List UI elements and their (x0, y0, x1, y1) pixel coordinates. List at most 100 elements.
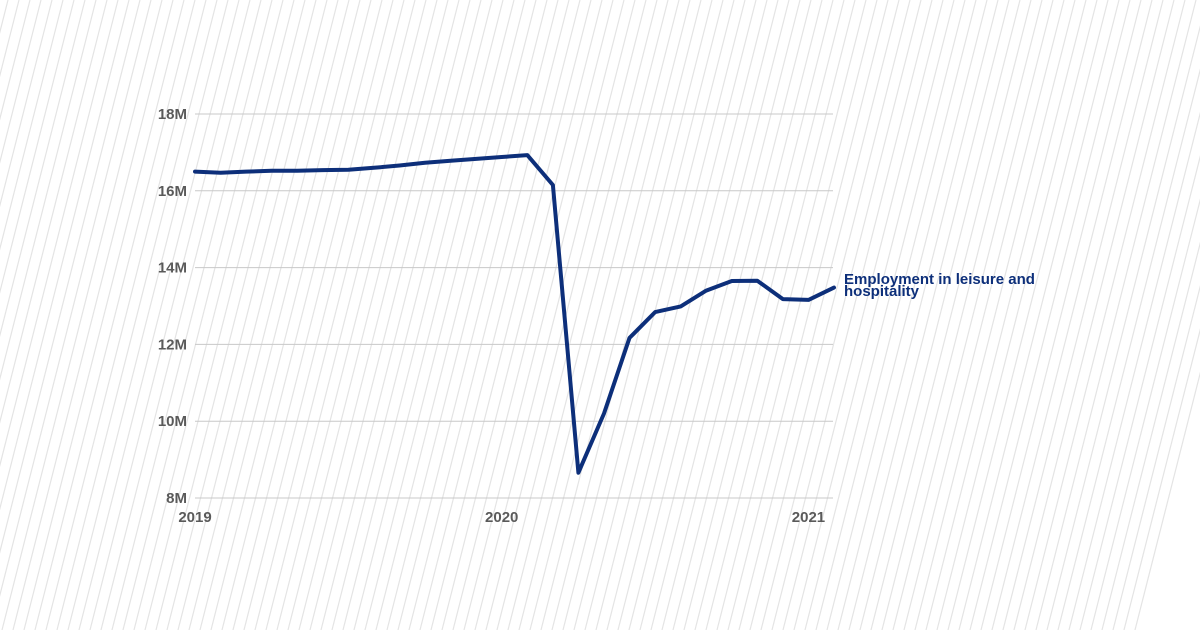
texture-stripe (474, 0, 636, 630)
texture-stripe (232, 0, 394, 630)
texture-stripe (914, 0, 1076, 630)
texture-stripe (210, 0, 372, 630)
texture-stripe (188, 0, 350, 630)
texture-stripe (1013, 0, 1175, 630)
texture-stripe (639, 0, 801, 630)
texture-stripe (826, 0, 988, 630)
texture-stripe (628, 0, 790, 630)
texture-stripe (0, 0, 119, 468)
texture-stripe (980, 0, 1142, 630)
texture-stripe (991, 0, 1153, 630)
texture-stripe (1068, 111, 1200, 630)
texture-stripe (265, 0, 427, 630)
texture-stripe (617, 0, 779, 630)
texture-stripe (320, 0, 482, 630)
texture-stripe (1079, 155, 1200, 630)
texture-stripe (67, 0, 229, 630)
texture-stripe (837, 0, 999, 630)
texture-stripe (793, 0, 955, 630)
texture-stripe (771, 0, 933, 630)
texture-stripe (727, 0, 889, 630)
series-label: Employment in leisure and (844, 271, 1035, 288)
texture-stripe (1090, 198, 1200, 630)
texture-stripe (1024, 0, 1186, 630)
texture-stripe (903, 0, 1065, 630)
texture-stripe (562, 0, 724, 630)
texture-stripe (452, 0, 614, 630)
texture-stripe (815, 0, 977, 630)
texture-stripe (0, 0, 75, 294)
texture-stripe (166, 0, 328, 630)
texture-stripe (1112, 285, 1200, 630)
texture-stripe (694, 0, 856, 630)
texture-stripe (309, 0, 471, 630)
x-tick-label: 2019 (178, 509, 211, 526)
texture-stripe (89, 0, 251, 630)
texture-stripe (859, 0, 1021, 630)
texture-stripe (331, 0, 493, 630)
texture-stripe (661, 0, 823, 630)
texture-stripe (969, 0, 1131, 630)
x-tick-label: 2021 (792, 509, 825, 526)
texture-stripe (584, 0, 746, 630)
texture-stripe (34, 0, 196, 630)
texture-stripe (0, 0, 108, 424)
texture-stripe (936, 0, 1098, 630)
texture-stripe (199, 0, 361, 630)
y-tick-label: 12M (158, 336, 187, 353)
texture-stripe (0, 0, 152, 597)
y-tick-label: 10M (158, 413, 187, 430)
texture-stripe (881, 0, 1043, 630)
texture-stripe (364, 0, 526, 630)
texture-stripe (287, 0, 449, 630)
texture-stripe (1002, 0, 1164, 630)
texture-stripe (144, 0, 306, 630)
texture-stripe (254, 0, 416, 630)
texture-stripe (1046, 25, 1200, 630)
texture-stripe (0, 0, 64, 251)
texture-stripe (1, 0, 163, 630)
texture-stripe (958, 0, 1120, 630)
y-tick-label: 14M (158, 260, 187, 277)
texture-stripe (507, 0, 669, 630)
texture-stripe (441, 0, 603, 630)
texture-stripe (595, 0, 757, 630)
texture-stripe (463, 0, 625, 630)
x-axis-ticks: 2019 2020 2021 (178, 509, 825, 526)
y-tick-label: 18M (158, 106, 187, 123)
texture-stripe (870, 0, 1032, 630)
texture-stripe (78, 0, 240, 630)
texture-stripe (716, 0, 878, 630)
y-tick-label: 8M (166, 490, 187, 507)
texture-stripe (738, 0, 900, 630)
series-line-leisure-hospitality (193, 153, 836, 475)
texture-stripe (375, 0, 537, 630)
texture-stripe (496, 0, 658, 630)
texture-stripe (56, 0, 218, 630)
texture-stripe (342, 0, 504, 630)
texture-stripe (518, 0, 680, 630)
texture-stripe (925, 0, 1087, 630)
texture-stripe (1057, 68, 1200, 630)
texture-stripe (650, 0, 812, 630)
texture-stripe (12, 0, 174, 630)
texture-stripe (804, 0, 966, 630)
texture-stripe (419, 0, 581, 630)
texture-stripe (848, 0, 1010, 630)
texture-stripe (540, 0, 702, 630)
texture-stripe (1035, 0, 1197, 630)
texture-stripe (353, 0, 515, 630)
texture-stripe (782, 0, 944, 630)
texture-stripe (408, 0, 570, 630)
texture-stripe (23, 0, 185, 630)
gridlines (195, 113, 833, 499)
texture-stripe (529, 0, 691, 630)
texture-stripe (551, 0, 713, 630)
texture-stripe (45, 0, 207, 630)
y-tick-label: 16M (158, 183, 187, 200)
texture-stripe (0, 0, 42, 164)
